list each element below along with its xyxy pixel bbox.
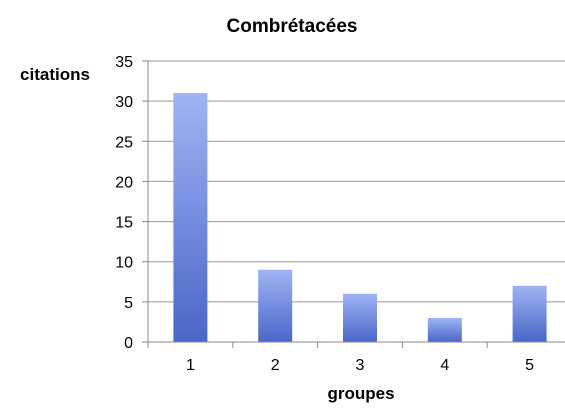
x-tick-label: 5 [525, 357, 534, 374]
bar-1 [173, 93, 208, 342]
bars [173, 93, 547, 342]
y-tick-label: 35 [115, 54, 133, 71]
y-tick-labels: 0 5 10 15 20 25 30 35 [115, 54, 133, 352]
x-tick-label: 3 [356, 357, 365, 374]
bar-5 [512, 285, 547, 342]
x-tick-label: 4 [440, 357, 449, 374]
bar-4 [427, 317, 462, 342]
x-tick-labels: 1 2 3 4 5 [186, 357, 534, 374]
x-axis-label: groupes [327, 384, 394, 403]
gridlines [142, 60, 565, 343]
x-tick-label: 1 [186, 357, 195, 374]
y-tick-label: 30 [115, 94, 133, 111]
y-tick-label: 10 [115, 255, 133, 272]
y-tick-label: 25 [115, 134, 133, 151]
bar-2 [258, 269, 293, 342]
chart-title: Combrétacées [227, 16, 358, 37]
y-tick-label: 5 [124, 295, 133, 312]
axes [147, 61, 565, 348]
y-tick-label: 0 [124, 335, 133, 352]
bar-3 [343, 293, 377, 342]
y-tick-label: 20 [115, 174, 133, 191]
y-tick-label: 15 [115, 215, 133, 232]
x-tick-label: 2 [271, 357, 280, 374]
y-axis-label: citations [20, 65, 90, 84]
